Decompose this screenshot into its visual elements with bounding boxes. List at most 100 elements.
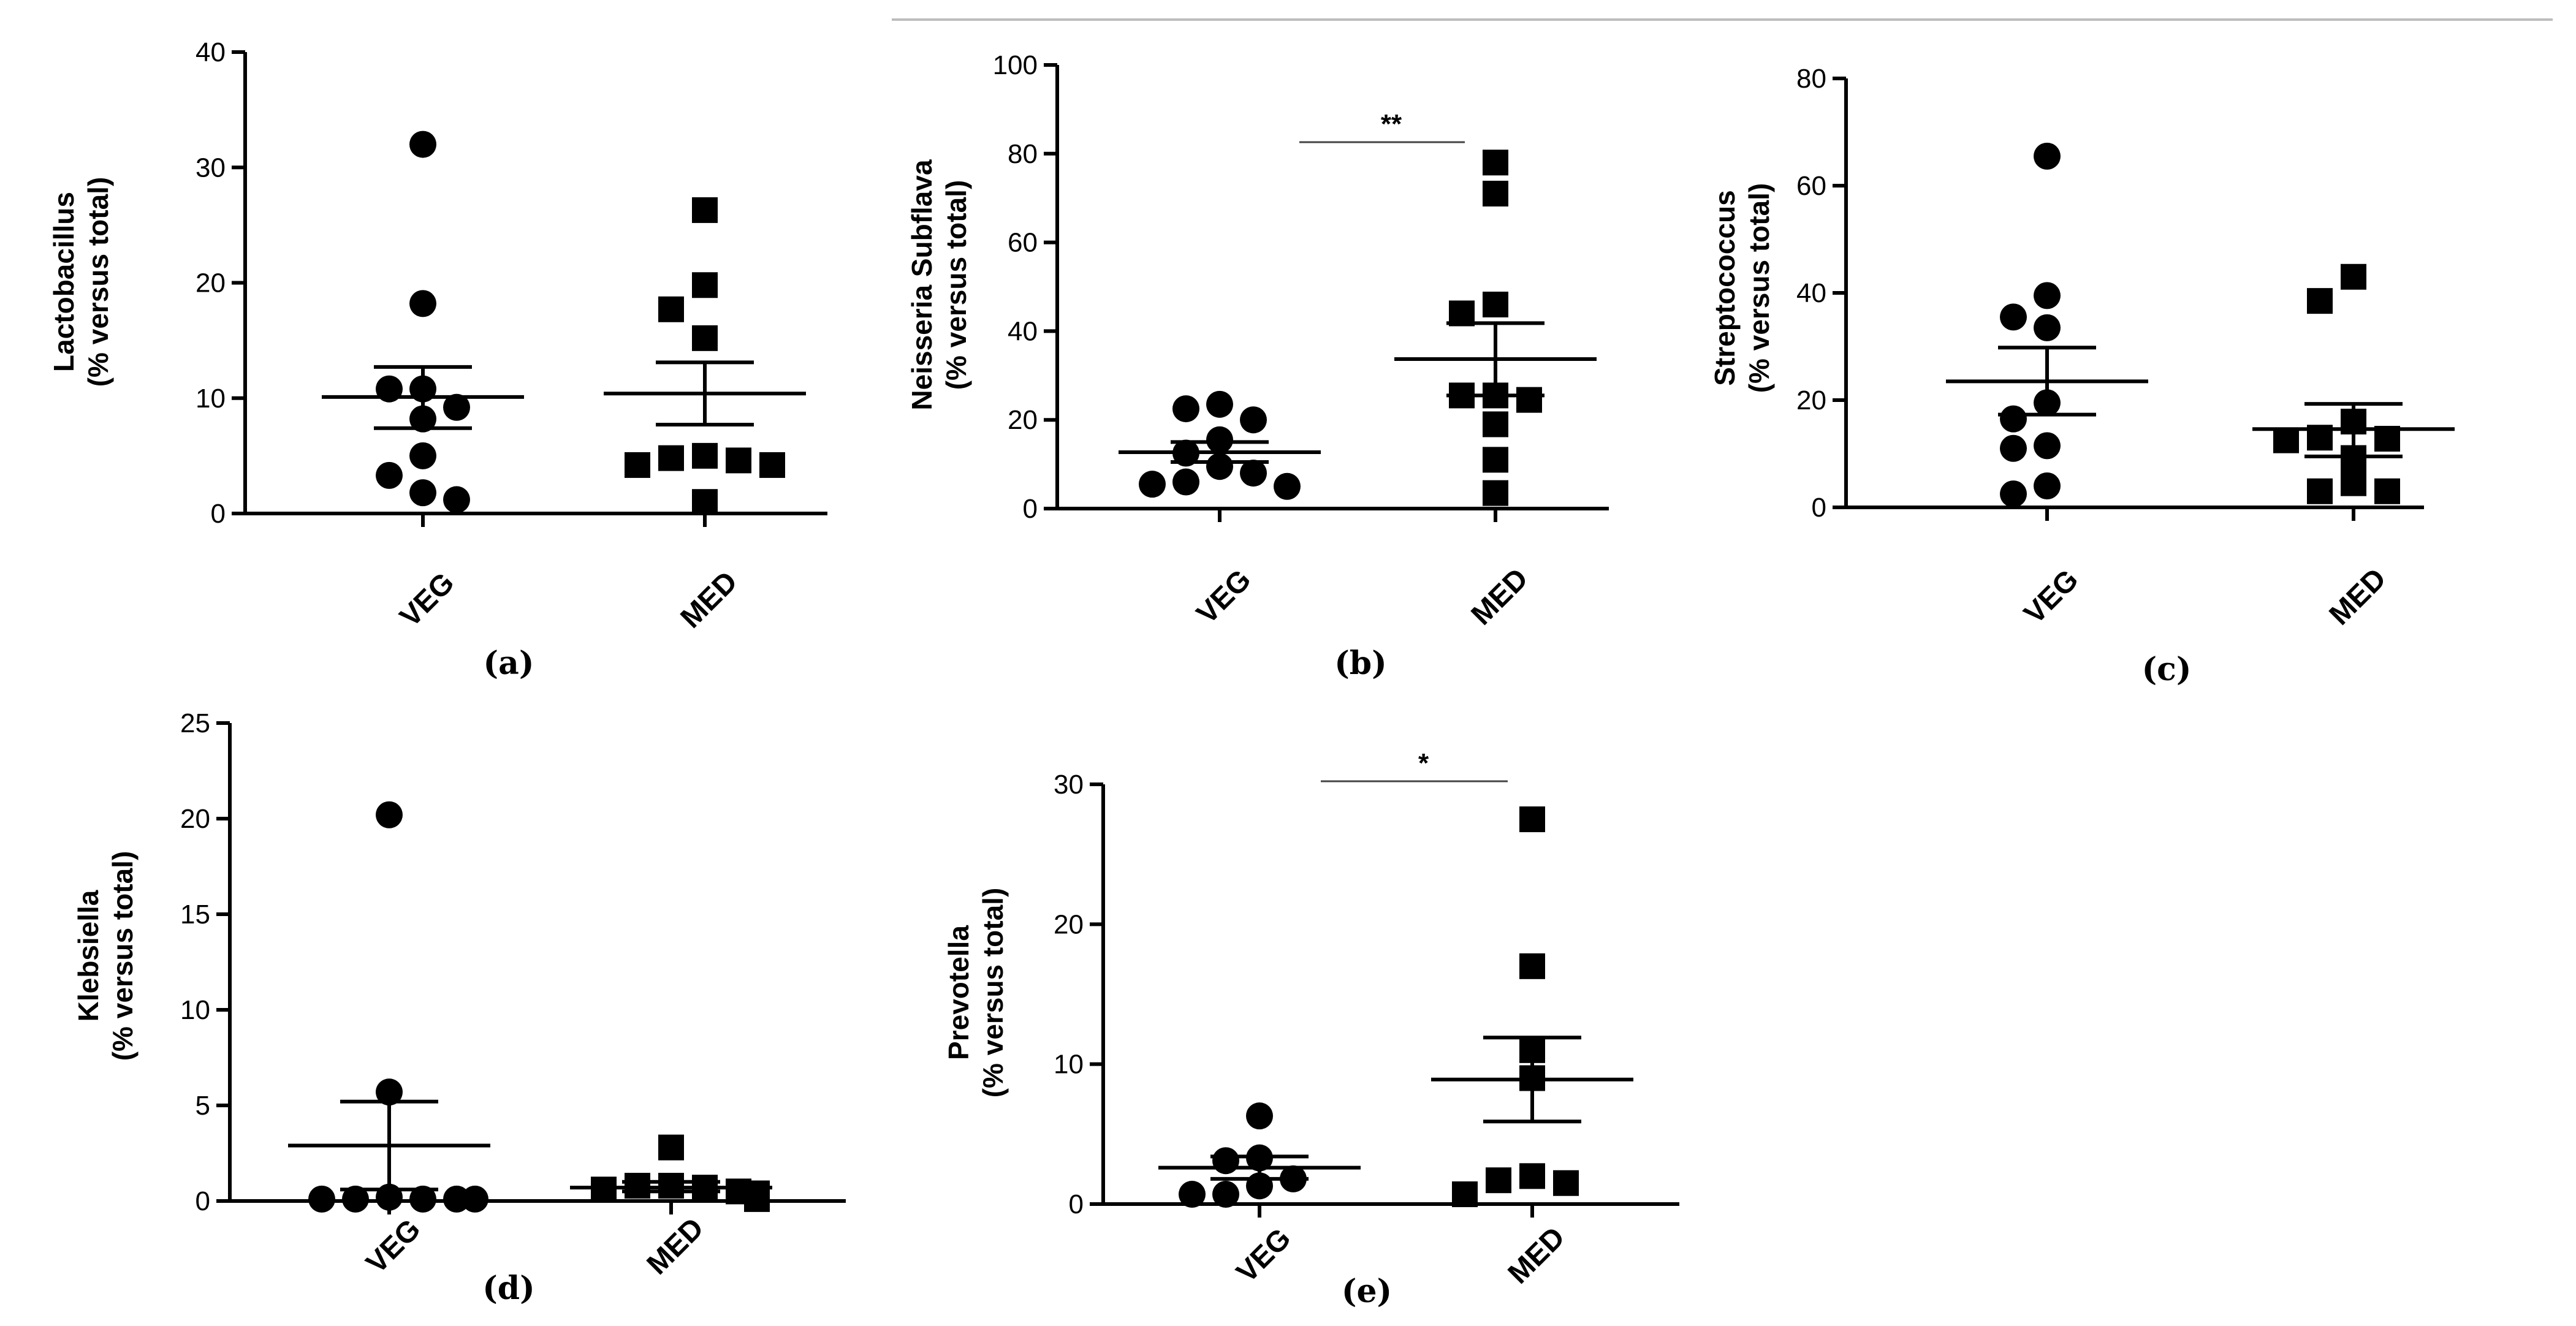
data-point [409, 442, 436, 469]
y-tick-label: 10 [196, 384, 226, 414]
data-point [625, 1173, 650, 1199]
data-point [1246, 1102, 1273, 1130]
data-point [2034, 472, 2061, 499]
data-point [1240, 460, 1267, 487]
y-axis-title: Streptococcus(% versus total) [1709, 183, 1775, 393]
chart-c: 0 20 40 60 80 VEG MED Streptococcus(% versus to… [1709, 64, 2455, 688]
data-point [2341, 263, 2366, 290]
y-tick-label: 5 [196, 1091, 210, 1121]
y-tick-label: 0 [1069, 1189, 1084, 1219]
data-point [2034, 142, 2061, 170]
y-axis-title: Lactobacillus(% versus total) [48, 177, 114, 387]
y-tick-label: 60 [1008, 228, 1038, 258]
data-point [1206, 453, 1233, 480]
panel-label: (d) [482, 1270, 535, 1307]
data-point [759, 452, 785, 478]
data-point [692, 272, 718, 298]
data-point [1483, 291, 1508, 317]
y-tick-label: 30 [1054, 770, 1084, 800]
y-tick-label: 60 [1796, 171, 1826, 201]
category-label: VEG [1190, 563, 1257, 630]
data-point [376, 461, 403, 489]
y-tick-label: 20 [1796, 385, 1826, 415]
data-point [591, 1176, 617, 1203]
y-axis-title: Neisseria Subflava(% versus total) [906, 159, 972, 411]
y-tick-label: 20 [196, 268, 226, 298]
data-point [2000, 405, 2027, 433]
data-point [692, 325, 718, 351]
data-point [1240, 406, 1267, 434]
data-point [409, 479, 436, 507]
panel-label: (b) [1334, 645, 1387, 682]
data-point [1483, 150, 1508, 176]
y-axis-subtitle-line: (% versus total) [977, 888, 1009, 1098]
data-point [1212, 1147, 1239, 1175]
y-tick-label: 80 [1796, 64, 1826, 94]
y-tick-label: 40 [1796, 278, 1826, 308]
data-point [1516, 387, 1542, 413]
series-veg [1946, 142, 2148, 508]
data-point [625, 452, 650, 478]
data-point [443, 486, 470, 513]
chart-b: 0 20 40 60 80 100 VEG MED Neisseria Subflava(% v… [906, 50, 1609, 682]
y-tick-label: 0 [1023, 494, 1038, 524]
data-point [462, 1185, 488, 1213]
data-point [1519, 953, 1545, 979]
series-veg [322, 131, 524, 513]
data-point [2273, 427, 2299, 453]
data-point [2034, 432, 2061, 460]
y-tick-label: 0 [1812, 493, 1826, 523]
category-label: VEG [360, 1213, 427, 1279]
significance-marker: ** [1381, 109, 1402, 139]
data-point [1483, 480, 1508, 506]
y-axis-title: Prevotella(% versus total) [943, 888, 1009, 1098]
data-point [409, 131, 436, 158]
series-med [1431, 806, 1633, 1208]
data-point [692, 442, 718, 469]
y-axis-subtitle-line: (% versus total) [82, 177, 114, 387]
data-point [376, 801, 403, 828]
y-tick-label: 0 [196, 1186, 210, 1216]
category-label: MED [641, 1212, 710, 1281]
data-point [1553, 1170, 1579, 1196]
series-med [570, 1134, 772, 1212]
y-tick-label: 40 [196, 37, 226, 67]
y-axis-title-line: Lactobacillus [48, 192, 80, 372]
series-med [604, 197, 806, 515]
y-axis-subtitle-line: (% versus total) [940, 180, 972, 390]
significance-marker: * [1418, 748, 1429, 778]
category-label: VEG [2018, 563, 2084, 630]
y-tick-label: 25 [180, 708, 210, 738]
data-point [2000, 480, 2027, 508]
data-point [2000, 434, 2027, 462]
y-tick-label: 10 [180, 995, 210, 1025]
data-point [692, 489, 718, 515]
data-point [409, 1185, 436, 1213]
data-point [744, 1186, 770, 1212]
data-point [658, 296, 684, 322]
y-tick-label: 20 [1008, 405, 1038, 435]
y-axis-title: Klebsiella(% versus total) [72, 851, 139, 1061]
y-axis-title-line: Klebsiella [72, 890, 104, 1021]
series-veg [288, 801, 490, 1213]
data-point [1206, 426, 1233, 453]
data-point [692, 197, 718, 223]
panel-label: (e) [1342, 1273, 1392, 1310]
data-point [1483, 411, 1508, 438]
data-point [1172, 395, 1199, 423]
y-axis-subtitle-line: (% versus total) [107, 851, 139, 1061]
y-tick-label: 0 [211, 499, 226, 529]
category-label: MED [1502, 1221, 1571, 1290]
y-tick-label: 30 [196, 153, 226, 183]
panel-label: (a) [484, 645, 534, 682]
data-point [1519, 1163, 1545, 1189]
data-point [2307, 478, 2333, 504]
data-point [1172, 468, 1199, 496]
series-veg [1158, 1102, 1361, 1208]
data-point [726, 447, 751, 474]
data-point [1452, 1181, 1478, 1208]
category-label: MED [1465, 563, 1535, 632]
data-point [1486, 1167, 1511, 1194]
chart-e: 0 10 20 30 VEG MED Prevotella(% versus total) *… [943, 748, 1679, 1310]
